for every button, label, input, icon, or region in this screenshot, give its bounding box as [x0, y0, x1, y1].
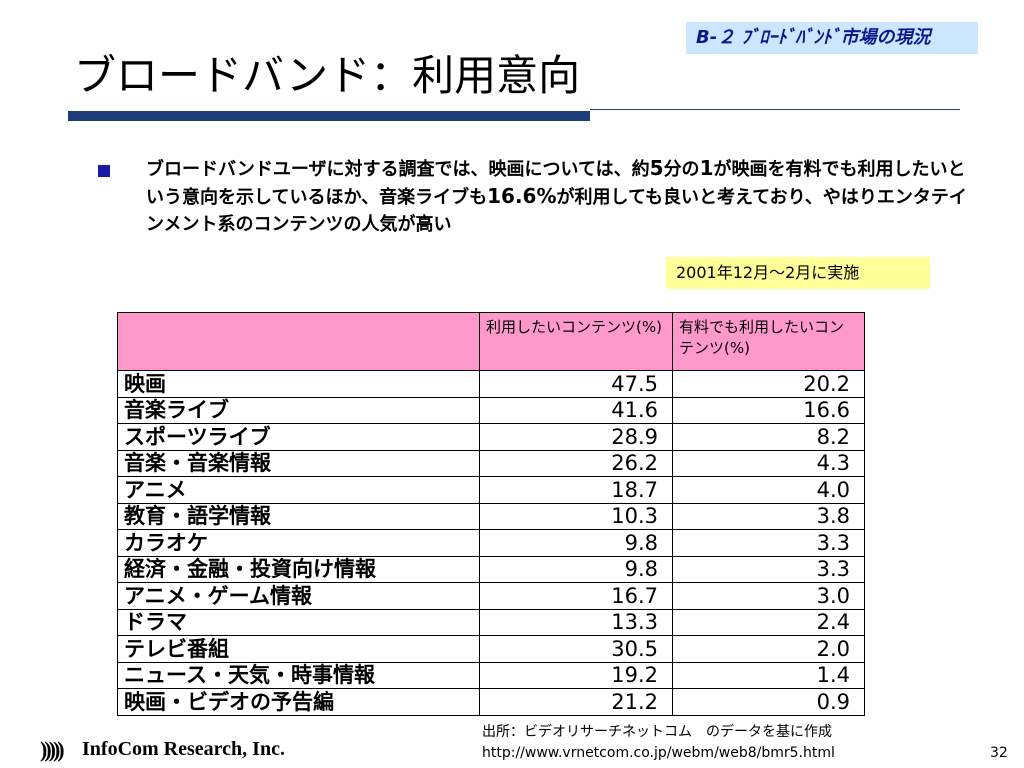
- category-cell: アニメ: [117, 476, 480, 504]
- category-cell: アニメ・ゲーム情報: [117, 582, 480, 610]
- survey-period-note: 2001年12月～2月に実施: [666, 257, 930, 289]
- lead-text-part: ブロードバンドユーザに対する調査では、映画については、約: [146, 159, 650, 180]
- paid-value-cell: 4.0: [672, 476, 865, 504]
- company-name: InfoCom Research, Inc.: [82, 738, 285, 760]
- category-cell: 映画: [117, 370, 480, 398]
- lead-text-part: が利用しても良いと考えており、やはりエンタテインメント系のコンテンツの人気が高い: [146, 187, 967, 235]
- content-usage-table: 利用したいコンテンツ(%) 有料でも利用したいコンテンツ(%) 映画 47.5 20…: [117, 312, 865, 716]
- square-bullet-icon: [98, 165, 110, 177]
- paid-value-cell: 16.6: [672, 396, 865, 424]
- table-row: カラオケ 9.8 3.3: [117, 529, 865, 557]
- want-value-cell: 28.9: [479, 423, 673, 451]
- paid-value-cell: 4.3: [672, 449, 865, 477]
- want-value-cell: 30.5: [479, 635, 673, 663]
- table-header-category: [117, 312, 480, 371]
- category-cell: 映画・ビデオの予告編: [117, 688, 480, 716]
- paid-value-cell: 3.3: [672, 529, 865, 557]
- table-row: 音楽・音楽情報 26.2 4.3: [117, 449, 865, 477]
- want-value-cell: 18.7: [479, 476, 673, 504]
- table-header-row: 利用したいコンテンツ(%) 有料でも利用したいコンテンツ(%): [117, 312, 865, 371]
- category-cell: 音楽ライブ: [117, 396, 480, 424]
- paid-value-cell: 3.3: [672, 555, 865, 583]
- table-row: アニメ 18.7 4.0: [117, 476, 865, 504]
- section-tag: B-２ ﾌﾞﾛｰﾄﾞﾊﾞﾝﾄﾞ市場の現況: [686, 22, 978, 54]
- lead-paragraph: ブロードバンドユーザに対する調査では、映画については、約5分の1が映画を有料でも…: [146, 155, 976, 238]
- category-cell: スポーツライブ: [117, 423, 480, 451]
- paid-value-cell: 3.8: [672, 502, 865, 530]
- want-value-cell: 9.8: [479, 529, 673, 557]
- lead-number: 5: [649, 156, 664, 180]
- paid-value-cell: 1.4: [672, 661, 865, 689]
- category-cell: 教育・語学情報: [117, 502, 480, 530]
- source-citation: 出所：ビデオリサーチネットコム のデータを基に作成 http://www.vrn…: [482, 722, 835, 764]
- table-row: アニメ・ゲーム情報 16.7 3.0: [117, 582, 865, 610]
- title-underline-thin: [590, 109, 960, 110]
- want-value-cell: 19.2: [479, 661, 673, 689]
- table-row: 映画 47.5 20.2: [117, 370, 865, 398]
- lead-text-part: が映画を有料でも利用したいという意向を示しているほか、音楽ライブも: [146, 159, 966, 208]
- source-url: http://www.vrnetcom.co.jp/webm/web8/bmr5…: [482, 745, 835, 761]
- table-header-want: 利用したいコンテンツ(%): [479, 312, 673, 371]
- want-value-cell: 41.6: [479, 396, 673, 424]
- want-value-cell: 9.8: [479, 555, 673, 583]
- want-value-cell: 10.3: [479, 502, 673, 530]
- category-cell: 音楽・音楽情報: [117, 449, 480, 477]
- lead-number: 1: [699, 156, 714, 180]
- table-header-paid: 有料でも利用したいコンテンツ(%): [672, 312, 865, 371]
- page-number: 32: [990, 745, 1008, 761]
- paid-value-cell: 2.0: [672, 635, 865, 663]
- table-row: 教育・語学情報 10.3 3.8: [117, 502, 865, 530]
- lead-number: 16.6%: [487, 184, 557, 208]
- paid-value-cell: 0.9: [672, 688, 865, 716]
- company-logo-icon: ))))): [40, 737, 65, 762]
- table-row: テレビ番組 30.5 2.0: [117, 635, 865, 663]
- category-cell: ドラマ: [117, 608, 480, 636]
- table-row: 映画・ビデオの予告編 21.2 0.9: [117, 688, 865, 716]
- want-value-cell: 47.5: [479, 370, 673, 398]
- table-row: スポーツライブ 28.9 8.2: [117, 423, 865, 451]
- want-value-cell: 21.2: [479, 688, 673, 716]
- category-cell: カラオケ: [117, 529, 480, 557]
- page-title: ブロードバンド：利用意向: [74, 51, 581, 100]
- paid-value-cell: 2.4: [672, 608, 865, 636]
- paid-value-cell: 3.0: [672, 582, 865, 610]
- want-value-cell: 13.3: [479, 608, 673, 636]
- category-cell: 経済・金融・投資向け情報: [117, 555, 480, 583]
- table-row: 経済・金融・投資向け情報 9.8 3.3: [117, 555, 865, 583]
- category-cell: テレビ番組: [117, 635, 480, 663]
- table-row: ドラマ 13.3 2.4: [117, 608, 865, 636]
- want-value-cell: 26.2: [479, 449, 673, 477]
- title-underline: [68, 111, 590, 121]
- want-value-cell: 16.7: [479, 582, 673, 610]
- paid-value-cell: 8.2: [672, 423, 865, 451]
- table-row: 音楽ライブ 41.6 16.6: [117, 396, 865, 424]
- source-line: 出所：ビデオリサーチネットコム のデータを基に作成: [482, 724, 832, 740]
- table-row: ニュース・天気・時事情報 19.2 1.4: [117, 661, 865, 689]
- paid-value-cell: 20.2: [672, 370, 865, 398]
- category-cell: ニュース・天気・時事情報: [117, 661, 480, 689]
- lead-text-part: 分の: [663, 159, 700, 180]
